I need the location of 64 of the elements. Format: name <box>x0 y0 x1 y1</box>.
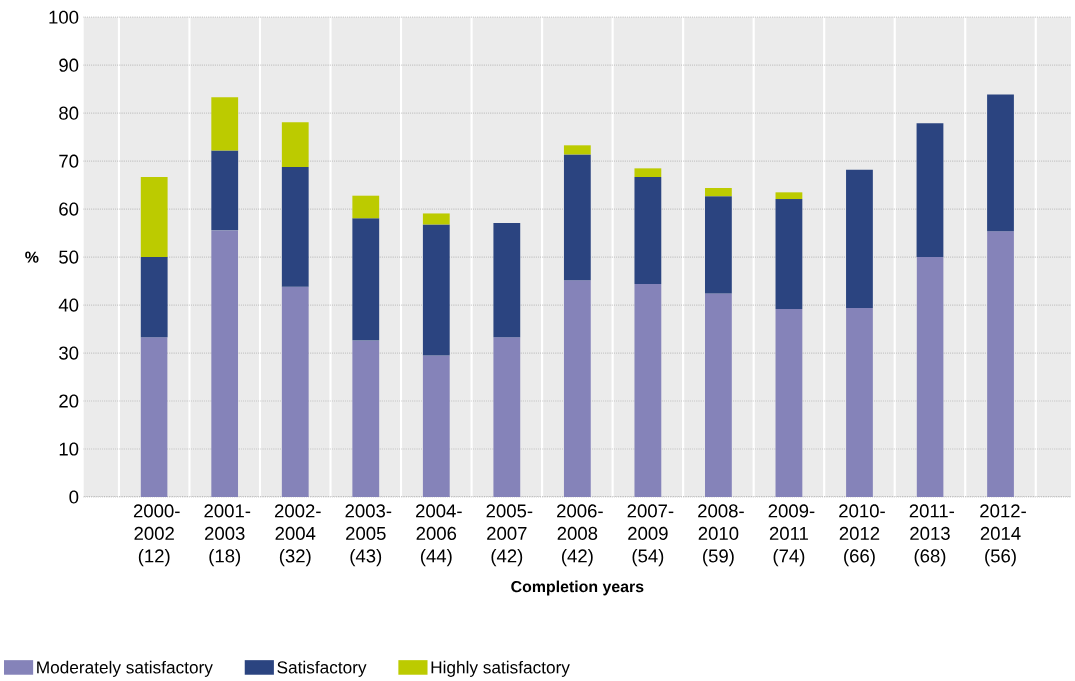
y-tick-label: 30 <box>59 346 79 360</box>
legend-label: Moderately satisfactory <box>37 661 213 678</box>
bar <box>987 94 1014 232</box>
x-tick-label: 2008-2010 (59) <box>698 504 744 567</box>
y-tick-label: 10 <box>59 442 79 456</box>
bar <box>846 169 873 309</box>
bar <box>916 257 944 498</box>
bar <box>563 154 591 281</box>
x-tick-label: 2011-2013 (68) <box>909 504 955 567</box>
bar <box>140 257 168 338</box>
y-tick-label: 50 <box>59 250 79 264</box>
bar <box>493 337 521 498</box>
y-tick-label: 20 <box>59 394 79 408</box>
x-tick-label: 2005-2007 (42) <box>486 504 533 567</box>
x-axis-title: Completion years <box>511 580 644 596</box>
bar <box>352 218 380 341</box>
bar <box>281 287 309 498</box>
bar <box>634 168 662 178</box>
legend-label: Highly satisfactory <box>431 661 570 678</box>
bar <box>422 213 450 225</box>
bar <box>140 177 168 258</box>
bar <box>775 309 803 498</box>
bar <box>775 199 803 310</box>
bar <box>422 355 450 498</box>
x-tick-label: 2004-2006 (44) <box>416 504 462 567</box>
y-tick-label: 60 <box>59 202 79 216</box>
bar <box>422 224 450 356</box>
bar <box>140 337 168 498</box>
bar <box>211 97 239 151</box>
bar <box>211 150 239 231</box>
y-tick-label: 80 <box>59 106 79 120</box>
bar <box>634 284 662 498</box>
legend-label: Satisfactory <box>277 661 367 678</box>
x-tick-label: 2007-2009 (54) <box>627 504 674 567</box>
bar <box>493 223 521 338</box>
bar <box>281 167 309 288</box>
bar <box>352 195 380 219</box>
y-tick-label: 100 <box>49 10 79 24</box>
y-tick-label: 0 <box>69 490 79 504</box>
y-tick-label: 70 <box>59 154 79 168</box>
y-tick-label: 90 <box>59 58 79 72</box>
x-tick-label: 2002-2004 (32) <box>274 504 321 567</box>
x-tick-label: 2001-2003 (18) <box>204 504 251 567</box>
x-tick-label: 2003-2005 (43) <box>345 504 392 567</box>
bar <box>705 293 732 498</box>
bar <box>987 231 1014 498</box>
bar <box>705 196 732 294</box>
bar <box>211 230 239 498</box>
x-tick-label: 2012-2014 (56) <box>980 504 1026 567</box>
bar <box>563 145 591 155</box>
y-axis-title: % <box>25 251 39 263</box>
bar <box>352 340 380 498</box>
bar <box>563 280 591 498</box>
x-tick-label: 2009-2011 (74) <box>768 504 815 567</box>
bar <box>634 177 662 285</box>
x-tick-label: 2010-2012 (66) <box>839 504 885 567</box>
y-tick-label: 40 <box>58 298 79 312</box>
bar <box>916 123 944 258</box>
x-tick-label: 2000-2002 (12) <box>133 504 180 567</box>
x-tick-label: 2006-2008 (42) <box>557 504 603 567</box>
bar <box>281 122 309 168</box>
bar <box>846 308 873 498</box>
bar <box>705 188 732 197</box>
bar <box>775 192 803 200</box>
